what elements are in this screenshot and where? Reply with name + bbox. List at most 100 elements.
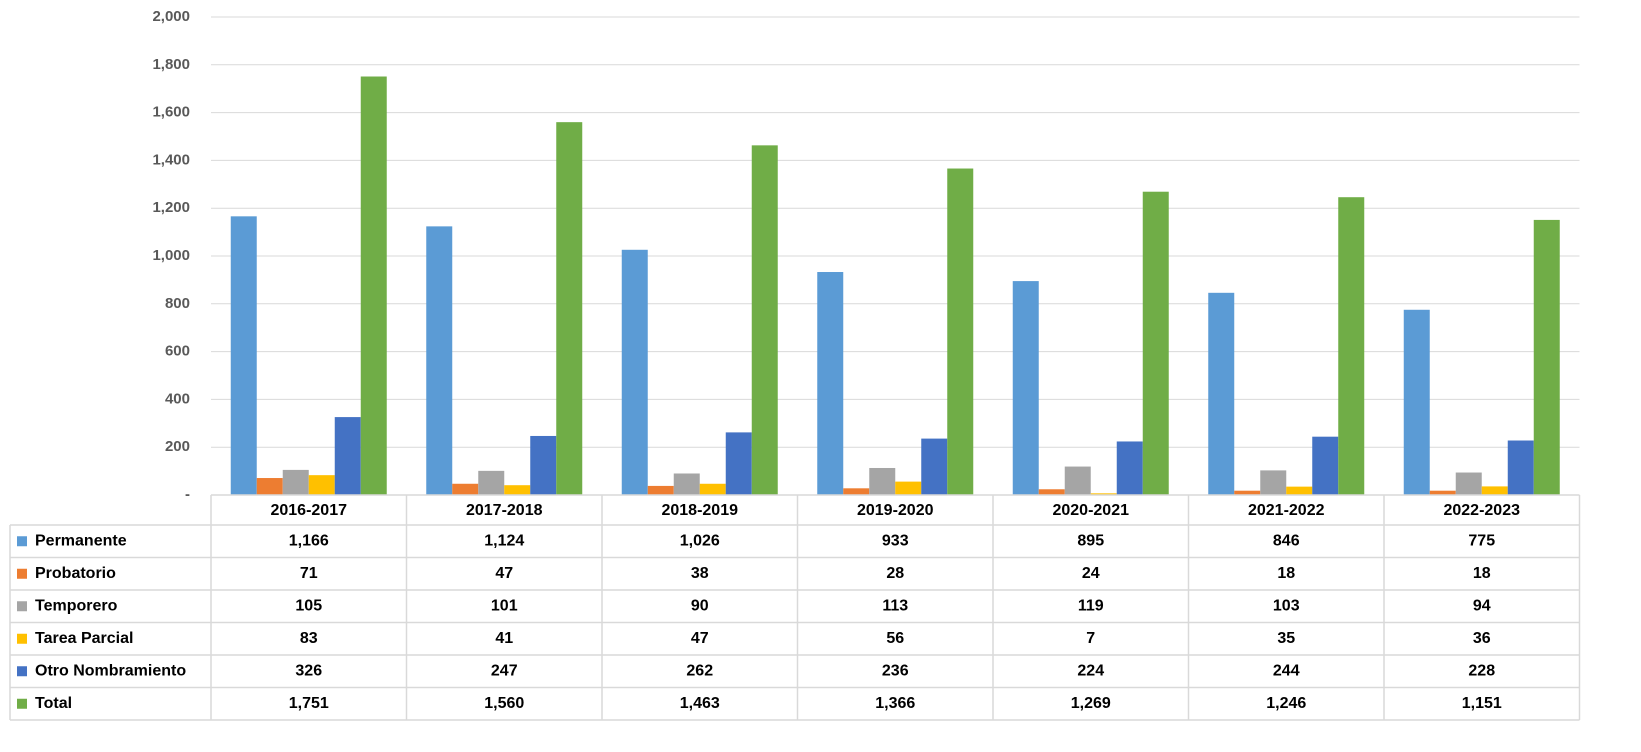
table-value: 224: [1077, 662, 1104, 679]
y-tick-label: 600: [165, 343, 190, 360]
table-value: 1,166: [289, 532, 329, 549]
y-tick-label: -: [185, 486, 190, 503]
table-value: 244: [1273, 662, 1300, 679]
table-value: 775: [1468, 532, 1495, 549]
bar: [1404, 310, 1430, 495]
table-value: 262: [686, 662, 713, 679]
table-value: 94: [1473, 597, 1491, 614]
table-value: 1,751: [289, 695, 329, 712]
bar: [1534, 220, 1560, 495]
bar: [257, 478, 283, 495]
bar: [869, 468, 895, 495]
bar: [231, 216, 257, 495]
table-value: 47: [495, 565, 513, 582]
table-value: 47: [691, 630, 709, 647]
table-value: 35: [1277, 630, 1295, 647]
table-value: 38: [691, 565, 709, 582]
bar: [700, 484, 726, 495]
legend-label: Otro Nombramiento: [35, 662, 186, 679]
legend-label: Total: [35, 695, 72, 712]
bar: [1508, 441, 1534, 495]
legend-label: Tarea Parcial: [35, 630, 133, 647]
bar: [335, 417, 361, 495]
bar: [1143, 192, 1169, 495]
table-value: 18: [1277, 565, 1295, 582]
legend-swatch: [17, 666, 27, 676]
bar: [556, 122, 582, 495]
table-value: 7: [1086, 630, 1095, 647]
bar: [309, 475, 335, 495]
table-value: 103: [1273, 597, 1300, 614]
bar: [426, 226, 452, 495]
table-value: 41: [495, 630, 513, 647]
table-value: 326: [295, 662, 322, 679]
bar: [530, 436, 556, 495]
y-tick-label: 1,000: [152, 247, 190, 264]
bar: [478, 471, 504, 495]
bar: [1338, 197, 1364, 495]
table-value: 90: [691, 597, 709, 614]
table-value: 1,560: [484, 695, 524, 712]
bar: [1312, 437, 1338, 495]
table-value: 56: [886, 630, 904, 647]
bar: [1456, 473, 1482, 495]
y-tick-label: 1,800: [152, 56, 190, 73]
x-tick-label: 2022-2023: [1443, 502, 1520, 519]
bar: [1260, 470, 1286, 495]
bar: [1117, 441, 1143, 495]
chart: -2004006008001,0001,2001,4001,6001,8002,…: [0, 0, 1641, 752]
y-tick-label: 2,000: [152, 8, 190, 25]
table-value: 1,026: [680, 532, 720, 549]
bar: [1482, 486, 1508, 495]
table-value: 1,124: [484, 532, 524, 549]
bar: [726, 432, 752, 495]
x-tick-label: 2019-2020: [857, 502, 934, 519]
legend-label: Probatorio: [35, 565, 116, 582]
y-tick-label: 1,600: [152, 104, 190, 121]
legend-swatch: [17, 634, 27, 644]
legend-swatch: [17, 536, 27, 546]
bar: [843, 488, 869, 495]
table-value: 1,366: [875, 695, 915, 712]
table-value: 101: [491, 597, 518, 614]
y-tick-label: 400: [165, 390, 190, 407]
bar: [648, 486, 674, 495]
x-tick-label: 2017-2018: [466, 502, 543, 519]
legend-label: Temporero: [35, 597, 118, 614]
table-value: 1,463: [680, 695, 720, 712]
table-value: 236: [882, 662, 909, 679]
table-value: 105: [295, 597, 322, 614]
bar: [283, 470, 309, 495]
y-tick-label: 800: [165, 295, 190, 312]
table-value: 1,269: [1071, 695, 1111, 712]
table-value: 846: [1273, 532, 1300, 549]
y-tick-label: 1,200: [152, 199, 190, 216]
bar: [622, 250, 648, 495]
legend-swatch: [17, 569, 27, 579]
bar: [1065, 467, 1091, 495]
table-value: 18: [1473, 565, 1491, 582]
y-tick-label: 1,400: [152, 151, 190, 168]
table-value: 933: [882, 532, 909, 549]
bar: [1039, 489, 1065, 495]
bar: [752, 145, 778, 495]
bar: [1013, 281, 1039, 495]
bar: [895, 482, 921, 495]
table-value: 1,151: [1462, 695, 1502, 712]
bar: [361, 77, 387, 495]
table-value: 1,246: [1266, 695, 1306, 712]
x-tick-label: 2016-2017: [270, 502, 347, 519]
bar: [947, 169, 973, 495]
bar: [504, 485, 530, 495]
table-value: 895: [1077, 532, 1104, 549]
legend-swatch: [17, 601, 27, 611]
table-value: 228: [1468, 662, 1495, 679]
table-value: 113: [882, 597, 908, 614]
table-value: 24: [1082, 565, 1100, 582]
bar: [817, 272, 843, 495]
legend-swatch: [17, 699, 27, 709]
bar: [1208, 293, 1234, 495]
bar: [1286, 487, 1312, 495]
table-value: 71: [300, 565, 318, 582]
x-tick-label: 2020-2021: [1052, 502, 1129, 519]
